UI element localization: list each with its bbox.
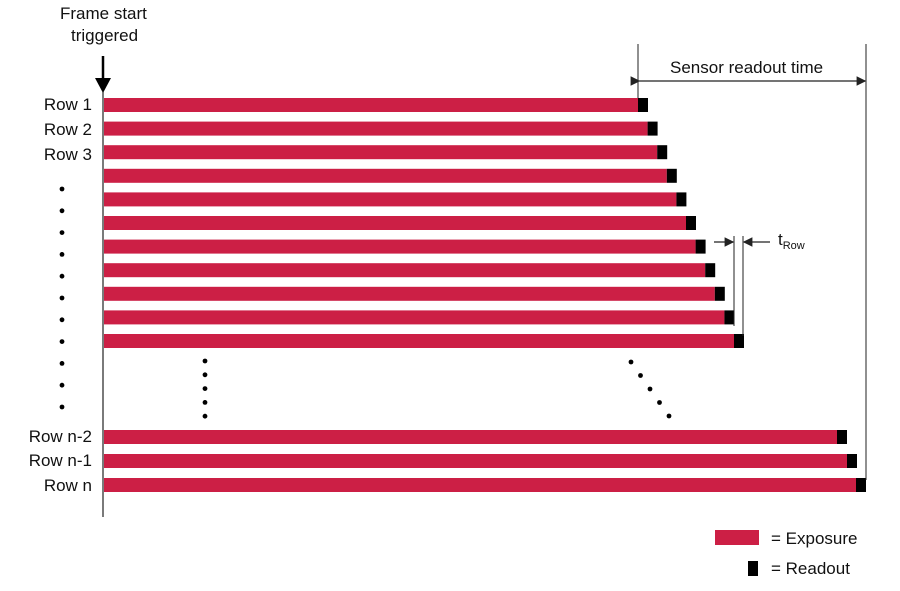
ellipsis-dot-left [59,404,65,410]
sensor-row [104,145,668,160]
row-label-n-1: Row n-1 [28,451,92,470]
ellipsis-dot-right [628,359,634,365]
ellipsis-dot-right [638,373,643,378]
exposure-bar [104,98,638,112]
readout-block [695,239,706,254]
readout-block [847,454,857,468]
ellipsis-dot-middle [202,386,208,391]
readout-block [856,478,866,492]
ellipsis-dot-left [59,230,65,236]
row-label-3: Row 3 [43,145,92,164]
sensor-row [104,310,735,325]
sensor-row [104,430,847,444]
exposure-bar [104,192,677,207]
legend-exposure-text: = Exposure [771,529,858,548]
t-row-label: tRow [778,230,805,252]
sensor-row [104,216,696,230]
row-label-2: Row 2 [43,120,92,139]
ellipsis-dot-left [59,382,65,388]
exposure-bar [104,239,696,254]
ellipsis-dot-left [59,186,65,192]
sensor-row [104,263,716,278]
readout-block [714,286,725,301]
sensor-row [104,98,648,112]
legend-readout-swatch [748,561,758,576]
sensor-row [104,478,866,492]
ellipsis-dot-left [59,317,65,323]
sensor-row [104,286,725,301]
ellipsis-dot-right [657,400,662,405]
exposure-bar [104,286,715,301]
readout-block [657,145,668,160]
readout-block [676,192,687,207]
ellipsis-dot-left [59,295,65,301]
ellipsis-dot-left [59,208,65,214]
ellipsis-dot-left [59,252,65,257]
exposure-bar [104,430,837,444]
trigger-label-line2: triggered [71,26,139,45]
readout-block [705,263,716,278]
t-row-main: t [778,230,783,249]
readout-block [837,430,847,444]
exposure-bar [104,334,734,348]
ellipsis-dot-left [59,339,65,344]
ellipsis-dot-left [59,361,65,366]
readout-block [647,121,658,136]
ellipsis-dot-right [647,386,653,392]
ellipsis-dot-middle [202,358,208,364]
exposure-bar [104,216,686,230]
exposure-bar [104,478,856,492]
sensor-row [104,192,687,207]
sensor-readout-label: Sensor readout time [670,58,824,77]
row-label-1: Row 1 [43,95,92,114]
ellipsis-dot-middle [202,372,208,378]
exposure-bar [104,263,706,278]
readout-block [686,216,696,230]
sensor-row [104,239,706,254]
legend-readout-text: = Readout [771,559,850,578]
t-row-subscript: Row [782,240,805,252]
exposure-bar [104,454,847,468]
trigger-arrow-head [95,78,111,93]
trigger-label-line1: Frame start [60,4,147,23]
ellipsis-dot-right [666,413,672,419]
readout-block [734,334,744,348]
exposure-bar [104,121,648,136]
ellipsis-dot-left [59,273,65,279]
ellipsis-dot-middle [202,400,208,405]
sensor-row [104,121,658,136]
exposure-bar [104,145,658,160]
readout-block [724,310,735,325]
exposure-bar [104,310,725,325]
row-label-n: Row n [43,476,92,495]
exposure-bar [104,168,667,183]
ellipsis-dot-middle [202,413,208,419]
sensor-row [104,454,857,468]
sensor-row [104,168,677,183]
readout-block [666,168,677,183]
legend-exposure-swatch [715,530,759,545]
sensor-row [104,334,744,348]
readout-block [638,98,648,112]
row-label-n-2: Row n-2 [28,427,92,446]
